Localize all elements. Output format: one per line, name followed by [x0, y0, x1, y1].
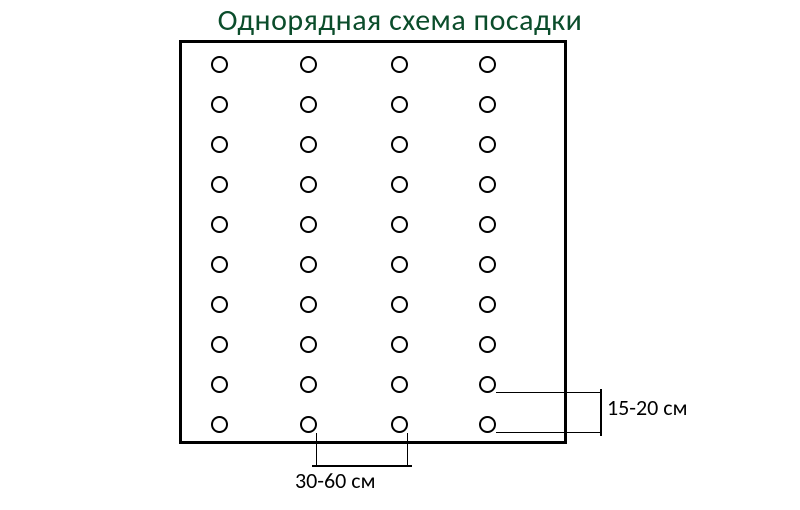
planting-hole	[300, 416, 317, 433]
planting-hole	[211, 416, 228, 433]
planting-hole	[300, 216, 317, 233]
planting-hole	[391, 96, 408, 113]
planting-hole	[211, 56, 228, 73]
planting-hole	[211, 256, 228, 273]
planting-hole	[211, 296, 228, 313]
planting-hole	[479, 376, 496, 393]
planting-hole	[211, 136, 228, 153]
col-spacing-leader-right	[407, 433, 409, 467]
planting-hole	[300, 376, 317, 393]
diagram-title: Однорядная схема посадки	[0, 2, 800, 39]
planting-hole	[300, 256, 317, 273]
col-spacing-leader-left	[316, 433, 318, 467]
row-spacing-bar	[600, 389, 602, 436]
plot-border	[179, 40, 567, 444]
planting-hole	[211, 376, 228, 393]
col-spacing-label: 30-60 см	[295, 467, 376, 494]
planting-hole	[391, 136, 408, 153]
planting-hole	[391, 216, 408, 233]
planting-hole	[479, 56, 496, 73]
planting-hole	[391, 56, 408, 73]
planting-hole	[391, 416, 408, 433]
planting-hole	[479, 176, 496, 193]
row-spacing-leader-bottom	[496, 432, 602, 434]
planting-hole	[479, 96, 496, 113]
planting-hole	[391, 296, 408, 313]
planting-hole	[391, 256, 408, 273]
planting-hole	[479, 416, 496, 433]
planting-hole	[391, 376, 408, 393]
planting-hole	[479, 256, 496, 273]
diagram-canvas: Однорядная схема посадки 15-20 см 30-60 …	[0, 0, 800, 510]
planting-hole	[211, 216, 228, 233]
planting-hole	[300, 176, 317, 193]
planting-hole	[479, 296, 496, 313]
row-spacing-leader-top	[496, 392, 602, 394]
planting-hole	[479, 216, 496, 233]
planting-hole	[211, 176, 228, 193]
planting-hole	[479, 336, 496, 353]
row-spacing-label: 15-20 см	[607, 394, 688, 421]
planting-hole	[300, 136, 317, 153]
planting-hole	[391, 336, 408, 353]
planting-hole	[300, 336, 317, 353]
planting-hole	[300, 296, 317, 313]
planting-hole	[391, 176, 408, 193]
planting-hole	[211, 96, 228, 113]
planting-hole	[300, 96, 317, 113]
planting-hole	[211, 336, 228, 353]
planting-hole	[479, 136, 496, 153]
planting-hole	[300, 56, 317, 73]
